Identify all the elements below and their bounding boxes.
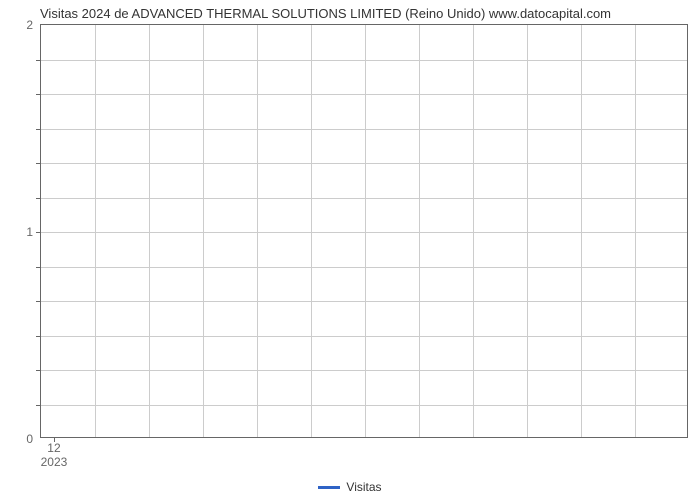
- y-minor-tick: [36, 370, 41, 371]
- chart-container: Visitas 2024 de ADVANCED THERMAL SOLUTIO…: [0, 0, 700, 500]
- y-minor-tick: [36, 336, 41, 337]
- gridline-vertical: [419, 25, 420, 437]
- gridline-vertical: [635, 25, 636, 437]
- gridline-vertical: [581, 25, 582, 437]
- gridline-vertical: [95, 25, 96, 437]
- y-minor-tick: [36, 163, 41, 164]
- x-axis-label-year: 2023: [41, 455, 68, 469]
- y-minor-tick: [36, 129, 41, 130]
- y-minor-tick: [36, 405, 41, 406]
- y-minor-tick: [36, 301, 41, 302]
- gridline-vertical: [527, 25, 528, 437]
- plot-area: 012122023: [40, 24, 688, 438]
- gridline-vertical: [257, 25, 258, 437]
- legend: Visitas: [0, 479, 700, 494]
- gridline-vertical: [473, 25, 474, 437]
- gridline-vertical: [203, 25, 204, 437]
- y-minor-tick: [36, 94, 41, 95]
- gridline-vertical: [365, 25, 366, 437]
- y-minor-tick: [36, 267, 41, 268]
- x-axis-label: 12: [47, 441, 60, 455]
- gridline-horizontal: [41, 129, 687, 130]
- chart-title: Visitas 2024 de ADVANCED THERMAL SOLUTIO…: [40, 6, 611, 21]
- y-axis-label: 0: [9, 432, 33, 446]
- legend-swatch: [318, 486, 340, 489]
- gridline-horizontal: [41, 267, 687, 268]
- y-axis-label: 1: [9, 225, 33, 239]
- gridline-vertical: [149, 25, 150, 437]
- y-minor-tick: [36, 60, 41, 61]
- gridline-horizontal: [41, 163, 687, 164]
- y-minor-tick: [36, 198, 41, 199]
- gridline-horizontal: [41, 198, 687, 199]
- gridline-vertical: [311, 25, 312, 437]
- y-axis-label: 2: [9, 18, 33, 32]
- gridline-horizontal: [41, 301, 687, 302]
- x-minor-tick: [54, 437, 55, 442]
- gridline-horizontal: [41, 232, 687, 233]
- gridline-horizontal: [41, 405, 687, 406]
- gridline-horizontal: [41, 60, 687, 61]
- gridline-horizontal: [41, 94, 687, 95]
- legend-label: Visitas: [346, 480, 381, 494]
- y-minor-tick: [36, 232, 41, 233]
- gridline-horizontal: [41, 336, 687, 337]
- gridline-horizontal: [41, 370, 687, 371]
